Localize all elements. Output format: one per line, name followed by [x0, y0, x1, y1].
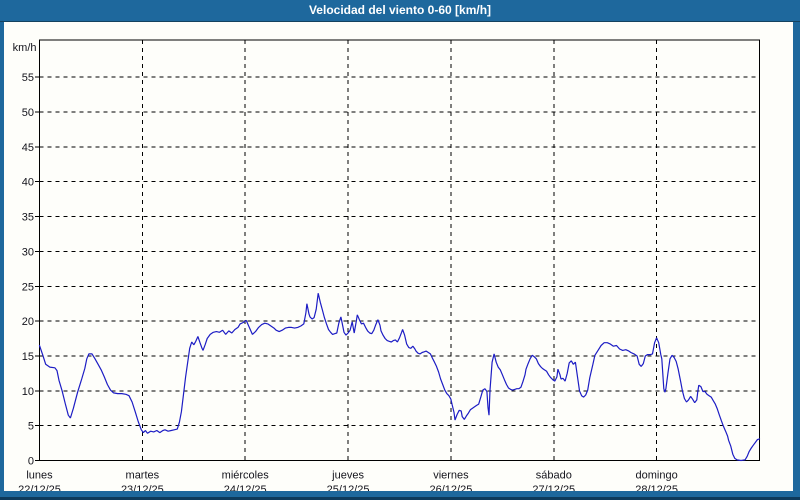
- day-name-label: viernes: [433, 470, 469, 482]
- y-tick-label: 50: [22, 107, 34, 119]
- window-title: Velocidad del viento 0-60 [km/h]: [308, 3, 492, 17]
- window-border-left: [0, 22, 4, 500]
- day-name-label: sábado: [536, 470, 572, 482]
- y-tick-label: 25: [22, 281, 34, 293]
- day-name-label: martes: [126, 470, 160, 482]
- title-bar: Velocidad del viento 0-60 [km/h]: [0, 0, 800, 22]
- y-tick-label: 0: [28, 456, 34, 468]
- y-axis-unit-label: km/h: [13, 42, 37, 54]
- window-border-right: [793, 22, 800, 500]
- y-tick-label: 5: [28, 421, 34, 433]
- window-border-bottom: [0, 491, 800, 500]
- day-name-label: lunes: [26, 470, 53, 482]
- plot-border: [39, 39, 760, 461]
- y-tick-label: 45: [22, 142, 34, 154]
- y-tick-label: 10: [22, 386, 34, 398]
- wind-speed-line: [38, 293, 761, 462]
- y-tick-label: 55: [22, 72, 34, 84]
- y-tick-label: 35: [22, 212, 34, 224]
- day-name-label: domingo: [636, 470, 678, 482]
- y-tick-label: 40: [22, 177, 34, 189]
- y-tick-label: 20: [22, 316, 34, 328]
- day-name-label: miércoles: [222, 470, 270, 482]
- day-name-label: jueves: [331, 470, 364, 482]
- y-tick-label: 30: [22, 246, 34, 258]
- y-tick-label: 15: [22, 351, 34, 363]
